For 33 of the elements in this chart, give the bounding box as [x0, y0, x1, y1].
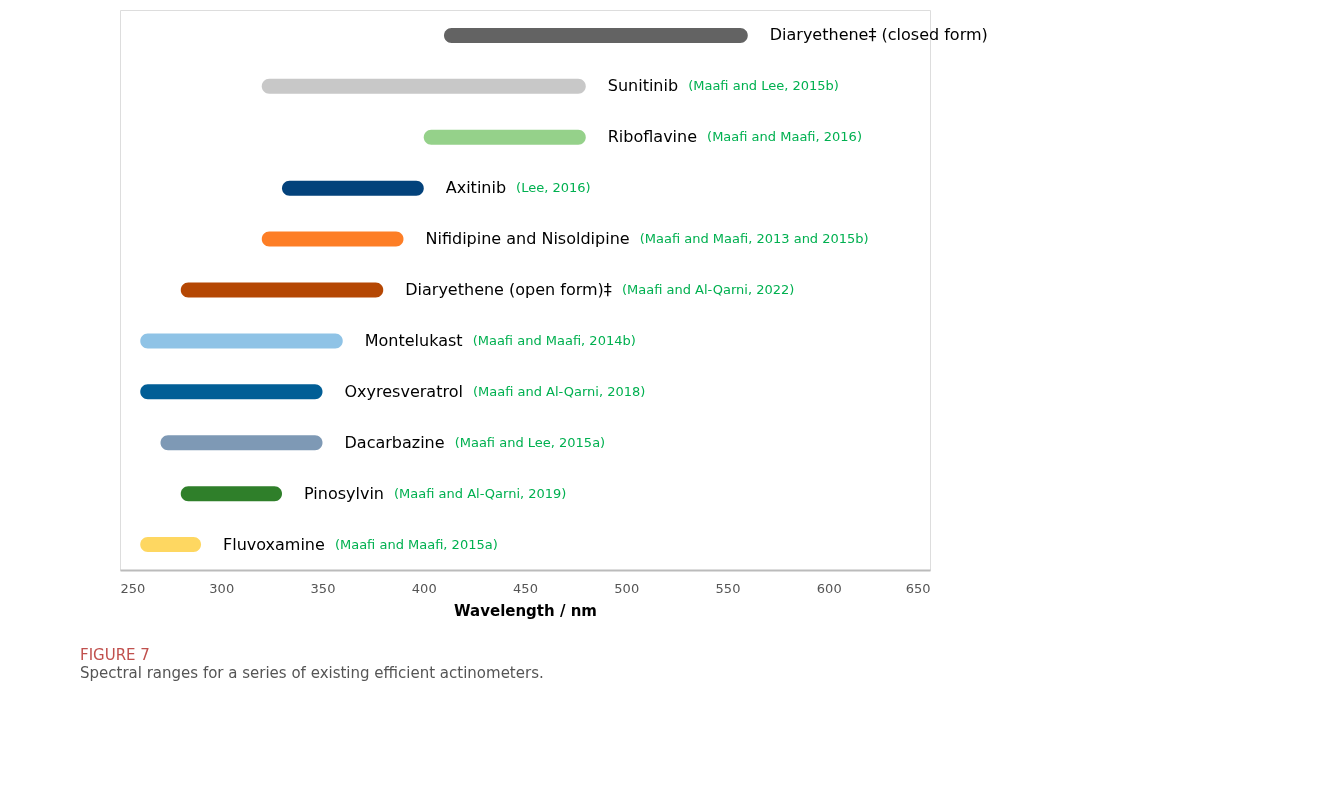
annotation: (Maafi and Maafi, 2016) — [707, 129, 862, 145]
y-tick-label: Nifidipine and Nisoldipine — [425, 229, 630, 249]
y-tick-label: Diaryethene (open form)‡ — [405, 280, 612, 299]
x-tick-label: 450 — [513, 580, 538, 596]
x-tick-label: 250 — [120, 580, 146, 596]
text: FIGURE 7 — [80, 646, 150, 664]
annotation: (Maafi and Al-Qarni, 2022) — [621, 282, 795, 297]
text: Spectral ranges for a series of existing efficient actinometers. — [80, 664, 544, 682]
y-tick-label: Oxyresveratrol — [344, 381, 463, 401]
annotation: (Maafi and Al-Qarni, 2018) — [472, 383, 646, 399]
x-axis-title: Wavelength / nm — [454, 601, 597, 620]
x-tick-label: 600 — [816, 580, 842, 596]
x-tick-label: 550 — [715, 580, 741, 596]
x-tick-label: 500 — [614, 580, 640, 596]
y-tick-label: Montelukast — [364, 330, 463, 350]
y-tick-label: Riboflavine — [607, 127, 698, 147]
annotation: (Maafi and Lee, 2015b) — [688, 78, 839, 94]
x-tick-label: 300 — [209, 580, 235, 596]
y-tick-label: Diaryethene‡ (closed form) — [769, 25, 988, 45]
annotation: (Lee, 2016) — [516, 180, 591, 196]
x-tick-label: 400 — [411, 580, 437, 596]
y-tick-label: Pinosylvin — [304, 483, 384, 503]
annotation: (Maafi and Lee, 2015a) — [454, 434, 606, 450]
y-tick-label: Axitinib — [445, 178, 507, 198]
x-tick-label: 650 — [905, 580, 931, 596]
annotation: (Maafi and Al-Qarni, 2019) — [394, 485, 567, 501]
y-tick-label: Sunitinib — [607, 76, 679, 96]
annotation: (Maafi and Maafi, 2015a) — [334, 536, 498, 552]
y-tick-label: Dacarbazine — [344, 432, 445, 452]
annotation: (Maafi and Maafi, 2014b) — [472, 332, 636, 348]
y-tick-label: Fluvoxamine — [223, 534, 325, 554]
annotation: (Maafi and Maafi, 2013 and 2015b) — [639, 231, 869, 247]
x-tick-label: 350 — [310, 580, 336, 596]
